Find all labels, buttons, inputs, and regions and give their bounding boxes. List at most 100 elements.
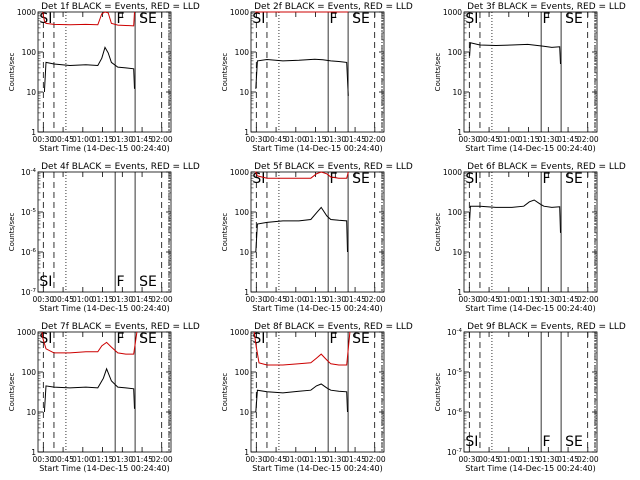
x-tick-label: 01:15	[305, 455, 327, 464]
y-tick-label: 10-5	[21, 208, 37, 217]
plot-frame	[37, 171, 172, 293]
plot-frame	[463, 171, 598, 293]
x-tick-label: 00:45	[265, 455, 287, 464]
x-tick-label: 01:30	[538, 295, 560, 304]
y-axis-label: Counts/sec	[8, 53, 16, 92]
y-tick-label: 10	[452, 248, 462, 257]
panel-det-5: Det 5f BLACK = Events, RED = LLD 1 10 100 10…	[221, 162, 413, 313]
x-tick-label: 01:00	[72, 135, 94, 144]
flag-label-si: SI	[465, 171, 478, 187]
y-tick-label: 10	[26, 88, 36, 97]
x-tick-label: 01:30	[325, 135, 347, 144]
y-tick-label: 100	[448, 48, 463, 57]
y-tick-label: 1	[457, 128, 462, 137]
plot-frame	[250, 11, 385, 133]
panel-det-3: Det 3f BLACK = Events, RED = LLD 1 10 100 10…	[434, 2, 626, 153]
panel-det-1: Det 1f BLACK = Events, RED = LLD 1 10 100 10…	[8, 2, 200, 153]
flag-label-f: F	[542, 171, 550, 187]
series-line-lld	[42, 11, 135, 27]
y-tick-label: 1	[244, 128, 249, 137]
x-tick-label: 01:30	[325, 295, 347, 304]
flag-label-se: SE	[352, 331, 370, 347]
x-tick-label: 01:30	[325, 455, 347, 464]
panel-title: Det 4f BLACK = Events, RED = LLD	[41, 162, 200, 172]
x-tick-label: 02:00	[364, 295, 386, 304]
x-tick-label: 00:45	[478, 455, 500, 464]
flag-label-f: F	[542, 434, 550, 450]
x-tick-label: 00:30	[33, 455, 55, 464]
x-tick-label: 01:00	[72, 295, 94, 304]
y-axis-label: Counts/sec	[8, 373, 16, 412]
x-tick-label: 02:00	[577, 135, 599, 144]
x-tick-label: 00:30	[33, 135, 55, 144]
x-tick-label: 00:30	[459, 295, 481, 304]
y-tick-label: 10	[239, 248, 249, 257]
series-line-events	[255, 206, 348, 253]
y-tick-label: 100	[22, 48, 37, 57]
series-line-events	[469, 42, 561, 65]
x-tick-label: 01:00	[498, 135, 520, 144]
y-tick-label: 1000	[230, 328, 249, 337]
panel-det-8: Det 8f BLACK = Events, RED = LLD 1 10 100 10…	[221, 322, 413, 473]
panel-title: Det 5f BLACK = Events, RED = LLD	[254, 162, 413, 172]
x-axis-label: Start Time (14-Dec-15 00:24:40)	[465, 304, 596, 313]
panel-det-6: Det 6f BLACK = Events, RED = LLD 1 10 100 10…	[434, 162, 626, 313]
y-tick-label: 10-5	[447, 368, 463, 377]
x-tick-label: 01:00	[72, 455, 94, 464]
x-tick-label: 01:00	[498, 295, 520, 304]
flag-label-f: F	[116, 274, 124, 290]
y-axis-label: Counts/sec	[434, 213, 442, 252]
y-tick-label: 1000	[230, 168, 249, 177]
y-tick-label: 10	[239, 88, 249, 97]
y-tick-label: 100	[235, 48, 250, 57]
y-tick-label: 10-4	[447, 328, 463, 337]
x-tick-label: 02:00	[151, 295, 173, 304]
x-axis-label: Start Time (14-Dec-15 00:24:40)	[39, 144, 170, 153]
x-tick-label: 01:30	[112, 455, 134, 464]
flag-label-se: SE	[352, 171, 370, 187]
x-tick-label: 01:15	[305, 135, 327, 144]
panel-det-7: Det 7f BLACK = Events, RED = LLD 1 10 100 10…	[8, 322, 200, 473]
panel-title: Det 2f BLACK = Events, RED = LLD	[254, 2, 413, 12]
flag-label-f: F	[329, 331, 337, 347]
flag-label-f: F	[116, 331, 124, 347]
flag-label-se: SE	[139, 331, 157, 347]
x-tick-label: 01:15	[518, 455, 540, 464]
flag-label-f: F	[116, 11, 124, 27]
flag-label-se: SE	[352, 11, 370, 27]
flag-label-si: SI	[465, 434, 478, 450]
y-axis-label: Counts/sec	[8, 213, 16, 252]
flag-label-f: F	[329, 11, 337, 27]
x-tick-label: 01:00	[285, 455, 307, 464]
series-line-lld	[255, 171, 349, 179]
y-tick-label: 10	[239, 408, 249, 417]
panel-title: Det 8f BLACK = Events, RED = LLD	[254, 322, 413, 332]
plot-frame	[463, 331, 598, 453]
series-line-lld	[253, 331, 351, 366]
y-axis-label: Counts/sec	[434, 53, 442, 92]
x-tick-label: 01:45	[131, 135, 153, 144]
y-tick-label: 1	[31, 128, 36, 137]
x-tick-label: 01:30	[538, 135, 560, 144]
x-tick-label: 02:00	[577, 295, 599, 304]
x-axis-label: Start Time (14-Dec-15 00:24:40)	[252, 304, 383, 313]
y-tick-label: 1000	[17, 328, 36, 337]
flag-label-f: F	[542, 11, 550, 27]
x-tick-label: 01:15	[518, 295, 540, 304]
y-tick-label: 1000	[443, 168, 462, 177]
y-tick-label: 1000	[443, 8, 462, 17]
y-tick-label: 100	[235, 208, 250, 217]
y-tick-label: 10-6	[21, 248, 37, 257]
y-axis-label: Counts/sec	[221, 53, 229, 92]
x-tick-label: 00:30	[33, 295, 55, 304]
x-tick-label: 02:00	[364, 135, 386, 144]
plot-frame	[37, 331, 172, 453]
y-tick-label: 10-6	[447, 408, 463, 417]
y-axis-label: Counts/sec	[221, 373, 229, 412]
y-tick-label: 1000	[17, 8, 36, 17]
x-tick-label: 01:00	[285, 135, 307, 144]
flag-label-se: SE	[565, 171, 583, 187]
flag-label-f: F	[329, 171, 337, 187]
x-tick-label: 01:15	[92, 295, 114, 304]
